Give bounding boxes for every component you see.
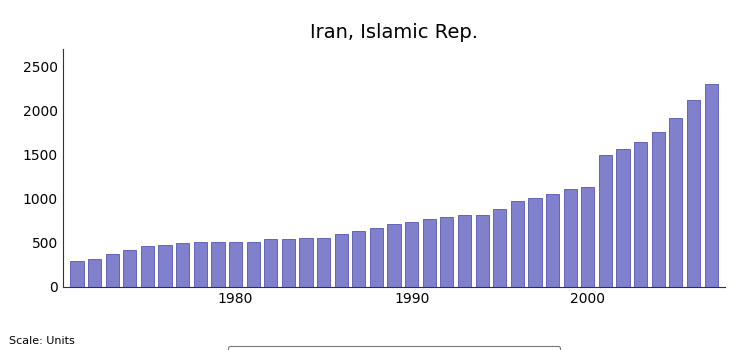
- Bar: [106, 253, 119, 287]
- Bar: [246, 242, 260, 287]
- Bar: [352, 231, 366, 287]
- Bar: [124, 250, 136, 287]
- Bar: [581, 187, 594, 287]
- Bar: [616, 149, 630, 287]
- Bar: [141, 246, 154, 287]
- Bar: [88, 259, 101, 287]
- Bar: [423, 219, 436, 287]
- Bar: [511, 201, 524, 287]
- Bar: [282, 238, 295, 287]
- Bar: [493, 209, 506, 287]
- Bar: [669, 118, 682, 287]
- Title: Iran, Islamic Rep.: Iran, Islamic Rep.: [310, 23, 478, 42]
- Bar: [370, 228, 383, 287]
- Bar: [634, 142, 648, 287]
- Bar: [476, 215, 488, 287]
- Bar: [388, 224, 400, 287]
- Bar: [229, 243, 242, 287]
- Bar: [687, 100, 700, 287]
- Bar: [317, 238, 330, 287]
- Bar: [300, 238, 312, 287]
- Bar: [212, 243, 224, 287]
- Bar: [176, 243, 189, 287]
- Bar: [440, 217, 454, 287]
- Bar: [70, 261, 84, 287]
- Bar: [264, 239, 278, 287]
- Bar: [405, 222, 418, 287]
- Text: Scale: Units: Scale: Units: [9, 336, 75, 346]
- Bar: [704, 84, 718, 287]
- Bar: [158, 245, 172, 287]
- Bar: [334, 234, 348, 287]
- Bar: [194, 242, 207, 287]
- Legend: Electric power consumption (kWh per capita): Electric power consumption (kWh per capi…: [228, 345, 560, 350]
- Bar: [652, 132, 665, 287]
- Bar: [599, 155, 612, 287]
- Bar: [546, 194, 559, 287]
- Bar: [528, 197, 542, 287]
- Bar: [458, 215, 471, 287]
- Bar: [564, 189, 576, 287]
